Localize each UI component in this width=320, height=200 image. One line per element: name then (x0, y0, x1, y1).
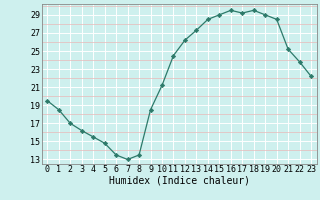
X-axis label: Humidex (Indice chaleur): Humidex (Indice chaleur) (109, 176, 250, 186)
